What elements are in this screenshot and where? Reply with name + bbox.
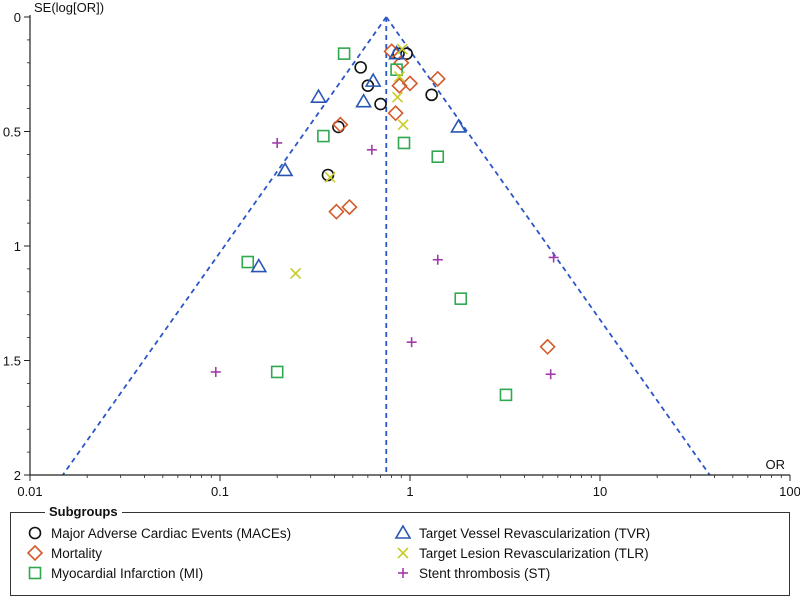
legend-item-plus: Stent thrombosis (ST): [393, 563, 550, 583]
point-square: [241, 255, 255, 269]
point-diamond: [341, 198, 358, 216]
data-points: [210, 43, 559, 402]
point-plus: [210, 366, 221, 377]
x-tick-label: 10: [593, 484, 607, 499]
point-triangle: [355, 93, 373, 108]
point-triangle: [450, 118, 467, 133]
point-x: [391, 91, 404, 103]
point-square: [390, 63, 403, 76]
point-diamond: [429, 70, 446, 87]
funnel-right-line: [385, 16, 711, 476]
legend-item-diamond: Mortality: [25, 543, 102, 563]
legend-swatch-circle: [28, 526, 42, 540]
point-square: [337, 47, 351, 60]
point-plus: [548, 252, 559, 263]
legend-label: Stent thrombosis (ST): [419, 565, 551, 581]
point-diamond: [387, 105, 404, 122]
point-x: [397, 119, 409, 131]
legend-marker-square: [28, 566, 42, 580]
x-tick-label: 0.1: [211, 484, 229, 499]
point-x: [324, 171, 336, 183]
legend-label: Target Vessel Revascularization (TVR): [419, 525, 651, 541]
point-plus: [432, 254, 443, 265]
point-plus: [545, 369, 556, 380]
point-triangle: [250, 258, 268, 273]
point-x: [393, 70, 406, 83]
point-triangle: [388, 45, 405, 60]
y-tick-label: 0: [14, 10, 21, 25]
funnel-lines: [62, 16, 711, 476]
point-diamond: [328, 203, 345, 220]
point-plus: [366, 144, 377, 155]
point-square: [431, 150, 445, 163]
point-x: [396, 43, 408, 55]
point-square: [499, 388, 513, 402]
funnel-plot: 0.01 0.1 1 10 100 0 0.5 1 1.5 2 SE(log[OR]) OR: [3, 0, 800, 499]
point-circle: [332, 120, 345, 134]
legend-label: Mortality: [51, 545, 103, 561]
point-plus: [406, 337, 417, 348]
legend-item-circle: Major Adverse Cardiac Events (MACEs): [25, 523, 291, 543]
legend-marker-x: [397, 547, 409, 559]
legend-marker-diamond: [26, 544, 44, 562]
x-axis-label: OR: [766, 457, 786, 472]
funnel-left-line: [62, 16, 387, 476]
point-diamond: [391, 77, 408, 94]
axes: 0.01 0.1 1 10 100 0 0.5 1 1.5 2 SE(log[OR]) OR: [3, 0, 800, 499]
legend-item-triangle: Target Vessel Revascularization (TVR): [393, 523, 650, 543]
legend-swatch-diamond: [26, 544, 44, 562]
legend-swatch-square: [28, 566, 42, 580]
legend-swatch-plus: [398, 568, 408, 578]
x-tick-label: 0.01: [17, 484, 42, 499]
y-tick-label: 2: [14, 468, 21, 483]
point-triangle: [310, 88, 327, 103]
point-circle: [425, 88, 438, 102]
legend-label: Target Lesion Revascularization (TLR): [419, 545, 649, 561]
legend-label: Myocardial Infarction (MI): [51, 565, 204, 581]
legend-swatch-triangle: [394, 524, 412, 539]
x-tick-label: 1: [406, 484, 413, 499]
y-tick-label: 1.5: [3, 354, 21, 369]
point-plus: [272, 137, 283, 148]
point-square: [454, 292, 468, 305]
legend-marker-plus: [398, 568, 408, 578]
x-tick-label: 100: [779, 484, 800, 499]
point-square: [317, 129, 330, 143]
point-diamond: [332, 116, 349, 133]
point-circle: [374, 97, 387, 111]
legend-title: Subgroups: [45, 504, 122, 519]
point-x: [290, 267, 302, 280]
point-triangle: [364, 72, 382, 87]
point-square: [270, 365, 284, 379]
point-diamond: [539, 338, 556, 355]
legend-label: Major Adverse Cardiac Events (MACEs): [51, 525, 292, 541]
legend-marker-triangle: [394, 524, 412, 539]
point-circle: [354, 61, 367, 74]
legend-marker-circle: [28, 526, 42, 540]
point-square: [397, 136, 411, 150]
y-axis-label: SE(log[OR]): [34, 0, 104, 15]
legend-item-square: Myocardial Infarction (MI): [25, 563, 203, 583]
legend-swatch-x: [397, 547, 409, 559]
legend: Subgroups Major Adverse Cardiac Events (…: [10, 504, 790, 596]
point-triangle: [276, 161, 294, 177]
point-diamond: [401, 75, 419, 92]
y-tick-label: 0.5: [3, 125, 21, 140]
y-tick-label: 1: [14, 239, 21, 254]
legend-item-x: Target Lesion Revascularization (TLR): [393, 543, 649, 563]
